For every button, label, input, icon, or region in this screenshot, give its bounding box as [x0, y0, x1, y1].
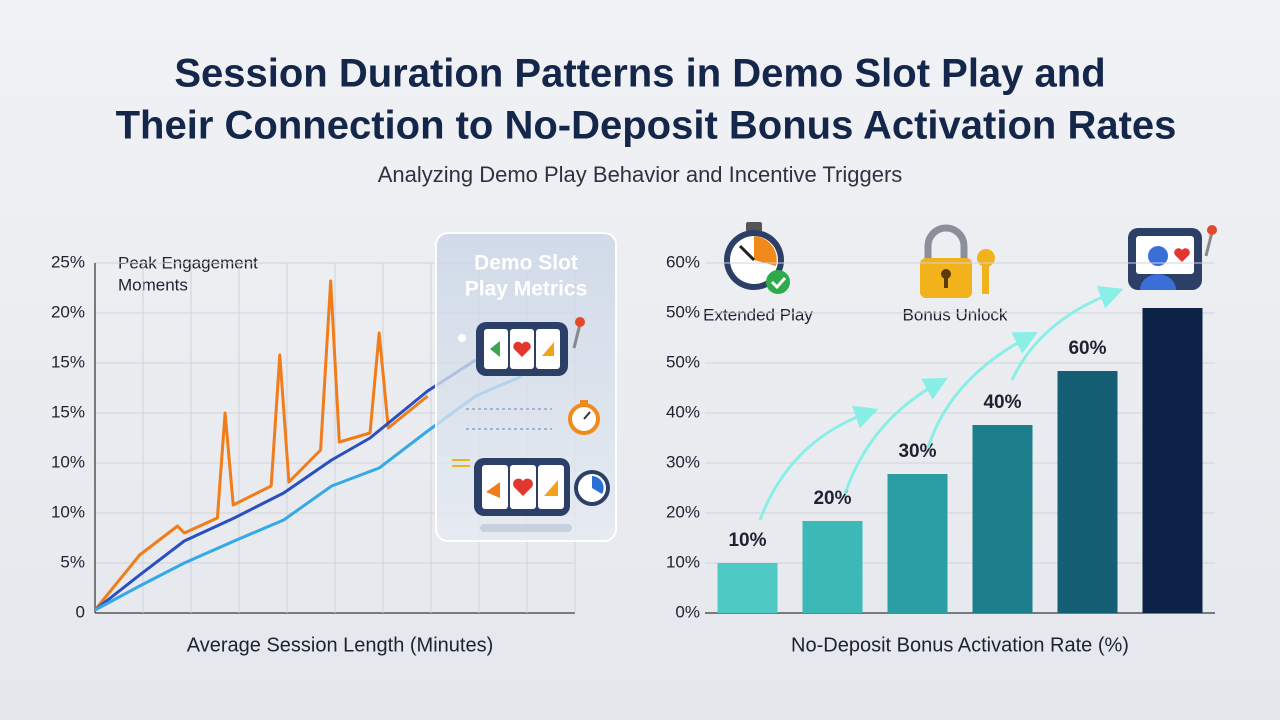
panel-title: Demo Slot: [474, 252, 578, 275]
bar-annotation: 40%: [983, 392, 1021, 413]
y-tick-label: 25%: [51, 252, 85, 271]
y-tick-label: 20%: [51, 302, 85, 321]
x-axis-label: Average Session Length (Minutes): [187, 634, 493, 656]
metrics-panel: Demo Slot Play Metrics: [435, 232, 617, 542]
trend-arrows: [758, 286, 1124, 521]
slot-player-icon: [1128, 225, 1217, 290]
y-tick-label: 60%: [666, 252, 700, 271]
panel-bar: [480, 524, 572, 532]
title-line: Their Connection to No-Deposit Bonus Act…: [116, 104, 1177, 148]
y-tick-label: 10%: [51, 502, 85, 521]
bar-annotation: 10%: [728, 530, 766, 551]
line-chart: Peak Engagement Moments Average Session …: [51, 252, 576, 656]
x-axis-label: No-Deposit Bonus Activation Rate (%): [791, 634, 1129, 656]
bar: [802, 521, 863, 613]
stopwatch-icon: [568, 400, 600, 435]
bar: [1142, 308, 1203, 613]
y-tick-label: 20%: [666, 502, 700, 521]
y-tick-label: 0: [76, 602, 85, 621]
bar: [887, 474, 948, 613]
icon-label: Extended Play: [703, 305, 813, 324]
y-tick-label: 5%: [60, 552, 85, 571]
lock-icon: [920, 224, 995, 298]
bar: [1057, 371, 1118, 613]
data-line: [93, 279, 429, 611]
subtitle: Analyzing Demo Play Behavior and Incenti…: [378, 162, 903, 187]
panel-title: Play Metrics: [465, 278, 588, 301]
y-tick-label: 0%: [675, 602, 700, 621]
y-tick-label: 50%: [666, 302, 700, 321]
bar-annotation: 60%: [1068, 338, 1106, 359]
dot: [458, 334, 466, 342]
y-tick-label: 50%: [666, 352, 700, 371]
y-tick-label: 10%: [666, 552, 700, 571]
data-line: [94, 358, 477, 612]
y-tick-label: 15%: [51, 352, 85, 371]
slot-icon: [476, 317, 585, 376]
y-tick-label: 40%: [666, 402, 700, 421]
y-tick-label: 15%: [51, 402, 85, 421]
bar-chart: No-Deposit Bonus Activation Rate (%) Ext…: [666, 222, 1217, 656]
y-tick-label: 10%: [51, 452, 85, 471]
y-tick-label: 30%: [666, 452, 700, 471]
bar: [717, 563, 778, 613]
annotation: Moments: [118, 275, 188, 294]
bar-annotation: 20%: [813, 488, 851, 509]
bar-annotation: 30%: [898, 441, 936, 462]
stopwatch-icon: [724, 222, 790, 294]
bar: [972, 425, 1033, 613]
icon-label: Bonus Unlock: [903, 305, 1008, 324]
title-line: Session Duration Patterns in Demo Slot P…: [174, 52, 1105, 96]
slot-icon: [474, 458, 610, 516]
